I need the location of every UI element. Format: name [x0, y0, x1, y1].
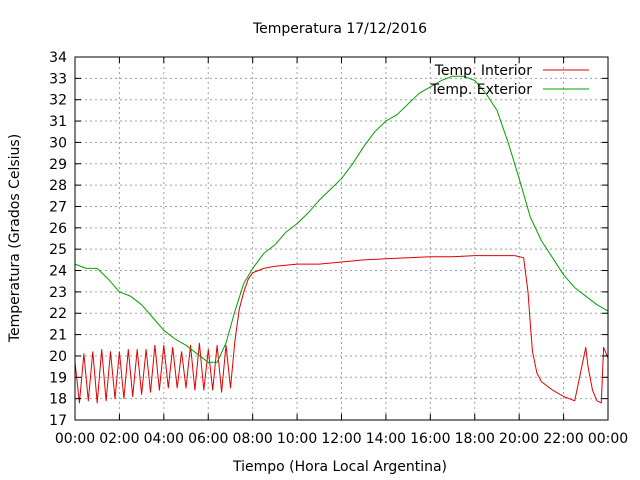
y-tick-label: 28 — [49, 178, 67, 194]
tick-marks — [74, 56, 609, 421]
y-tick-label: 34 — [49, 50, 67, 66]
x-tick-label: 00:00 — [588, 431, 628, 447]
x-tick-label: 14:00 — [366, 431, 406, 447]
y-tick-label: 18 — [49, 392, 67, 408]
legend: Temp. Interior Temp. Exterior — [430, 63, 589, 98]
x-tick-label: 04:00 — [144, 431, 184, 447]
x-tick-label: 10:00 — [277, 431, 317, 447]
x-tick-label: 20:00 — [499, 431, 539, 447]
x-tick-label: 08:00 — [232, 431, 272, 447]
y-tick-label: 21 — [49, 328, 67, 344]
y-tick-label: 19 — [49, 370, 67, 386]
y-tick-label: 32 — [49, 93, 67, 109]
series-line-interior — [74, 255, 609, 404]
series-line-exterior — [74, 75, 609, 363]
x-tick-label: 02:00 — [99, 431, 139, 447]
tick-labels: 17 18 19 20 21 22 23 24 25 26 27 28 29 30 31 32 33 34 00:0… — [49, 50, 628, 447]
legend-label-interior: Temp. Interior — [434, 63, 533, 79]
y-tick-label: 23 — [49, 285, 67, 301]
series-layer — [74, 75, 609, 404]
y-tick-label: 25 — [49, 242, 67, 258]
grid — [75, 57, 608, 420]
x-tick-label: 12:00 — [321, 431, 361, 447]
y-tick-label: 33 — [49, 71, 67, 87]
chart-title: Temperatura 17/12/2016 — [252, 21, 427, 37]
x-tick-label: 06:00 — [188, 431, 228, 447]
legend-label-exterior: Temp. Exterior — [430, 82, 533, 98]
y-tick-label: 24 — [49, 264, 67, 280]
y-tick-label: 20 — [49, 349, 67, 365]
y-tick-label: 17 — [49, 413, 67, 429]
x-tick-label: 18:00 — [455, 431, 495, 447]
y-axis-label: Temperatura (Grados Celsius) — [7, 134, 23, 343]
y-tick-label: 26 — [49, 221, 67, 237]
x-tick-label: 00:00 — [55, 431, 95, 447]
y-tick-label: 22 — [49, 306, 67, 322]
y-tick-label: 30 — [49, 135, 67, 151]
x-tick-label: 22:00 — [543, 431, 583, 447]
y-tick-label: 29 — [49, 157, 67, 173]
y-tick-label: 31 — [49, 114, 67, 130]
x-axis-label: Tiempo (Hora Local Argentina) — [232, 459, 447, 475]
y-tick-label: 27 — [49, 199, 67, 215]
x-tick-label: 16:00 — [410, 431, 450, 447]
